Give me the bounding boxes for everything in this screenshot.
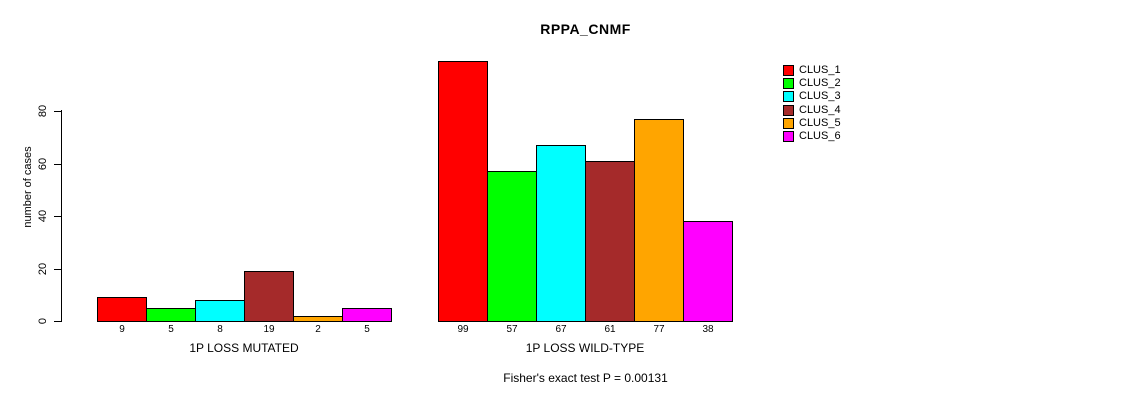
bar-value-label: 5 — [168, 324, 174, 335]
y-axis-tick-label: 80 — [37, 104, 49, 118]
y-axis-tick-label: 60 — [37, 157, 49, 170]
legend-item-clus_5: CLUS_5 — [783, 117, 841, 130]
legend-swatch-clus_6 — [783, 131, 794, 143]
x-axis-group-label: 1P LOSS MUTATED — [189, 341, 299, 355]
bar-clus_5-group2 — [634, 119, 684, 322]
y-axis-tick-label: 40 — [37, 209, 49, 223]
bar-clus_2-group2 — [487, 171, 537, 322]
y-axis-tick — [54, 216, 61, 217]
legend-swatch-clus_3 — [783, 91, 794, 103]
bar-value-label: 67 — [555, 324, 567, 335]
legend-item-clus_2: CLUS_2 — [783, 77, 841, 90]
bar-clus_2-group1 — [146, 308, 196, 322]
y-axis-tick-label: 20 — [37, 262, 49, 275]
y-axis-tick — [54, 111, 61, 112]
chart-title: RPPA_CNMF — [540, 21, 631, 37]
bar-clus_1-group2 — [438, 61, 488, 322]
bar-clus_4-group2 — [585, 161, 635, 322]
bar-value-label: 8 — [217, 324, 223, 335]
legend-label: CLUS_2 — [799, 77, 841, 90]
y-axis-tick — [54, 321, 61, 322]
y-axis-label: number of cases — [22, 146, 34, 228]
bar-value-label: 77 — [653, 324, 665, 335]
bar-clus_3-group1 — [195, 300, 245, 322]
y-axis-tick — [54, 163, 61, 165]
bar-clus_6-group1 — [342, 308, 392, 322]
bar-value-label: 61 — [604, 324, 616, 335]
bar-clus_3-group2 — [536, 145, 586, 322]
bar-clus_6-group2 — [683, 221, 733, 322]
legend-label: CLUS_5 — [799, 116, 841, 129]
bar-value-label: 5 — [364, 324, 370, 335]
y-axis-tick-label: 0 — [37, 317, 49, 325]
bar-value-label: 19 — [263, 324, 275, 335]
legend-swatch-clus_4 — [783, 104, 794, 116]
fisher-test-annotation: Fisher's exact test P = 0.00131 — [503, 371, 668, 385]
bar-value-label: 38 — [702, 324, 714, 335]
legend-label: CLUS_3 — [799, 90, 841, 103]
legend-swatch-clus_5 — [783, 117, 794, 129]
legend-swatch-clus_2 — [783, 78, 794, 90]
legend-label: CLUS_4 — [799, 103, 841, 116]
bar-clus_1-group1 — [97, 297, 147, 322]
y-axis-tick — [54, 268, 61, 270]
legend-swatch-clus_1 — [783, 65, 794, 77]
bar-clus_4-group1 — [244, 271, 294, 322]
legend-item-clus_4: CLUS_4 — [783, 104, 841, 117]
legend: CLUS_1 CLUS_2 CLUS_3 CLUS_4 CLUS_5 CLUS_6 — [783, 64, 841, 143]
x-axis-group-label: 1P LOSS WILD-TYPE — [525, 341, 645, 355]
bar-value-label: 2 — [315, 324, 321, 335]
legend-item-clus_3: CLUS_3 — [783, 90, 841, 103]
y-axis-line — [61, 110, 62, 322]
legend-label: CLUS_6 — [799, 130, 841, 143]
legend-label: CLUS_1 — [799, 64, 841, 77]
bar-value-label: 99 — [457, 324, 469, 335]
legend-item-clus_1: CLUS_1 — [783, 64, 841, 77]
bar-clus_5-group1 — [293, 316, 343, 322]
bar-value-label: 57 — [506, 324, 518, 335]
bar-value-label: 9 — [119, 324, 125, 335]
legend-item-clus_6: CLUS_6 — [783, 130, 841, 143]
